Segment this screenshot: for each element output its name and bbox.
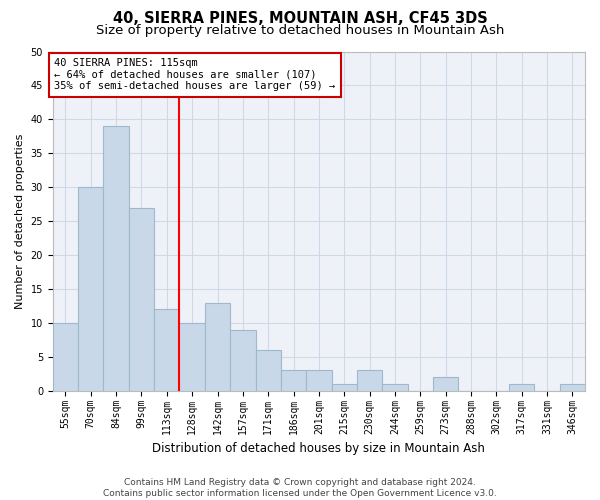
Bar bbox=[103, 126, 129, 391]
Bar bbox=[129, 208, 154, 391]
Bar bbox=[256, 350, 281, 391]
Bar bbox=[509, 384, 535, 391]
Text: Size of property relative to detached houses in Mountain Ash: Size of property relative to detached ho… bbox=[96, 24, 504, 37]
Bar bbox=[78, 187, 103, 391]
Bar bbox=[53, 323, 78, 391]
X-axis label: Distribution of detached houses by size in Mountain Ash: Distribution of detached houses by size … bbox=[152, 442, 485, 455]
Bar bbox=[179, 323, 205, 391]
Bar bbox=[332, 384, 357, 391]
Bar bbox=[205, 302, 230, 391]
Bar bbox=[382, 384, 407, 391]
Bar bbox=[230, 330, 256, 391]
Bar bbox=[281, 370, 306, 391]
Y-axis label: Number of detached properties: Number of detached properties bbox=[15, 134, 25, 309]
Bar bbox=[154, 310, 179, 391]
Bar bbox=[560, 384, 585, 391]
Text: Contains HM Land Registry data © Crown copyright and database right 2024.
Contai: Contains HM Land Registry data © Crown c… bbox=[103, 478, 497, 498]
Bar bbox=[433, 377, 458, 391]
Bar bbox=[306, 370, 332, 391]
Bar bbox=[357, 370, 382, 391]
Text: 40, SIERRA PINES, MOUNTAIN ASH, CF45 3DS: 40, SIERRA PINES, MOUNTAIN ASH, CF45 3DS bbox=[113, 11, 487, 26]
Text: 40 SIERRA PINES: 115sqm
← 64% of detached houses are smaller (107)
35% of semi-d: 40 SIERRA PINES: 115sqm ← 64% of detache… bbox=[54, 58, 335, 92]
